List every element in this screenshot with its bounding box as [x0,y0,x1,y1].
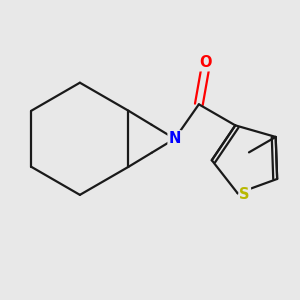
Text: O: O [199,55,211,70]
Text: S: S [239,187,250,202]
Text: N: N [169,131,181,146]
